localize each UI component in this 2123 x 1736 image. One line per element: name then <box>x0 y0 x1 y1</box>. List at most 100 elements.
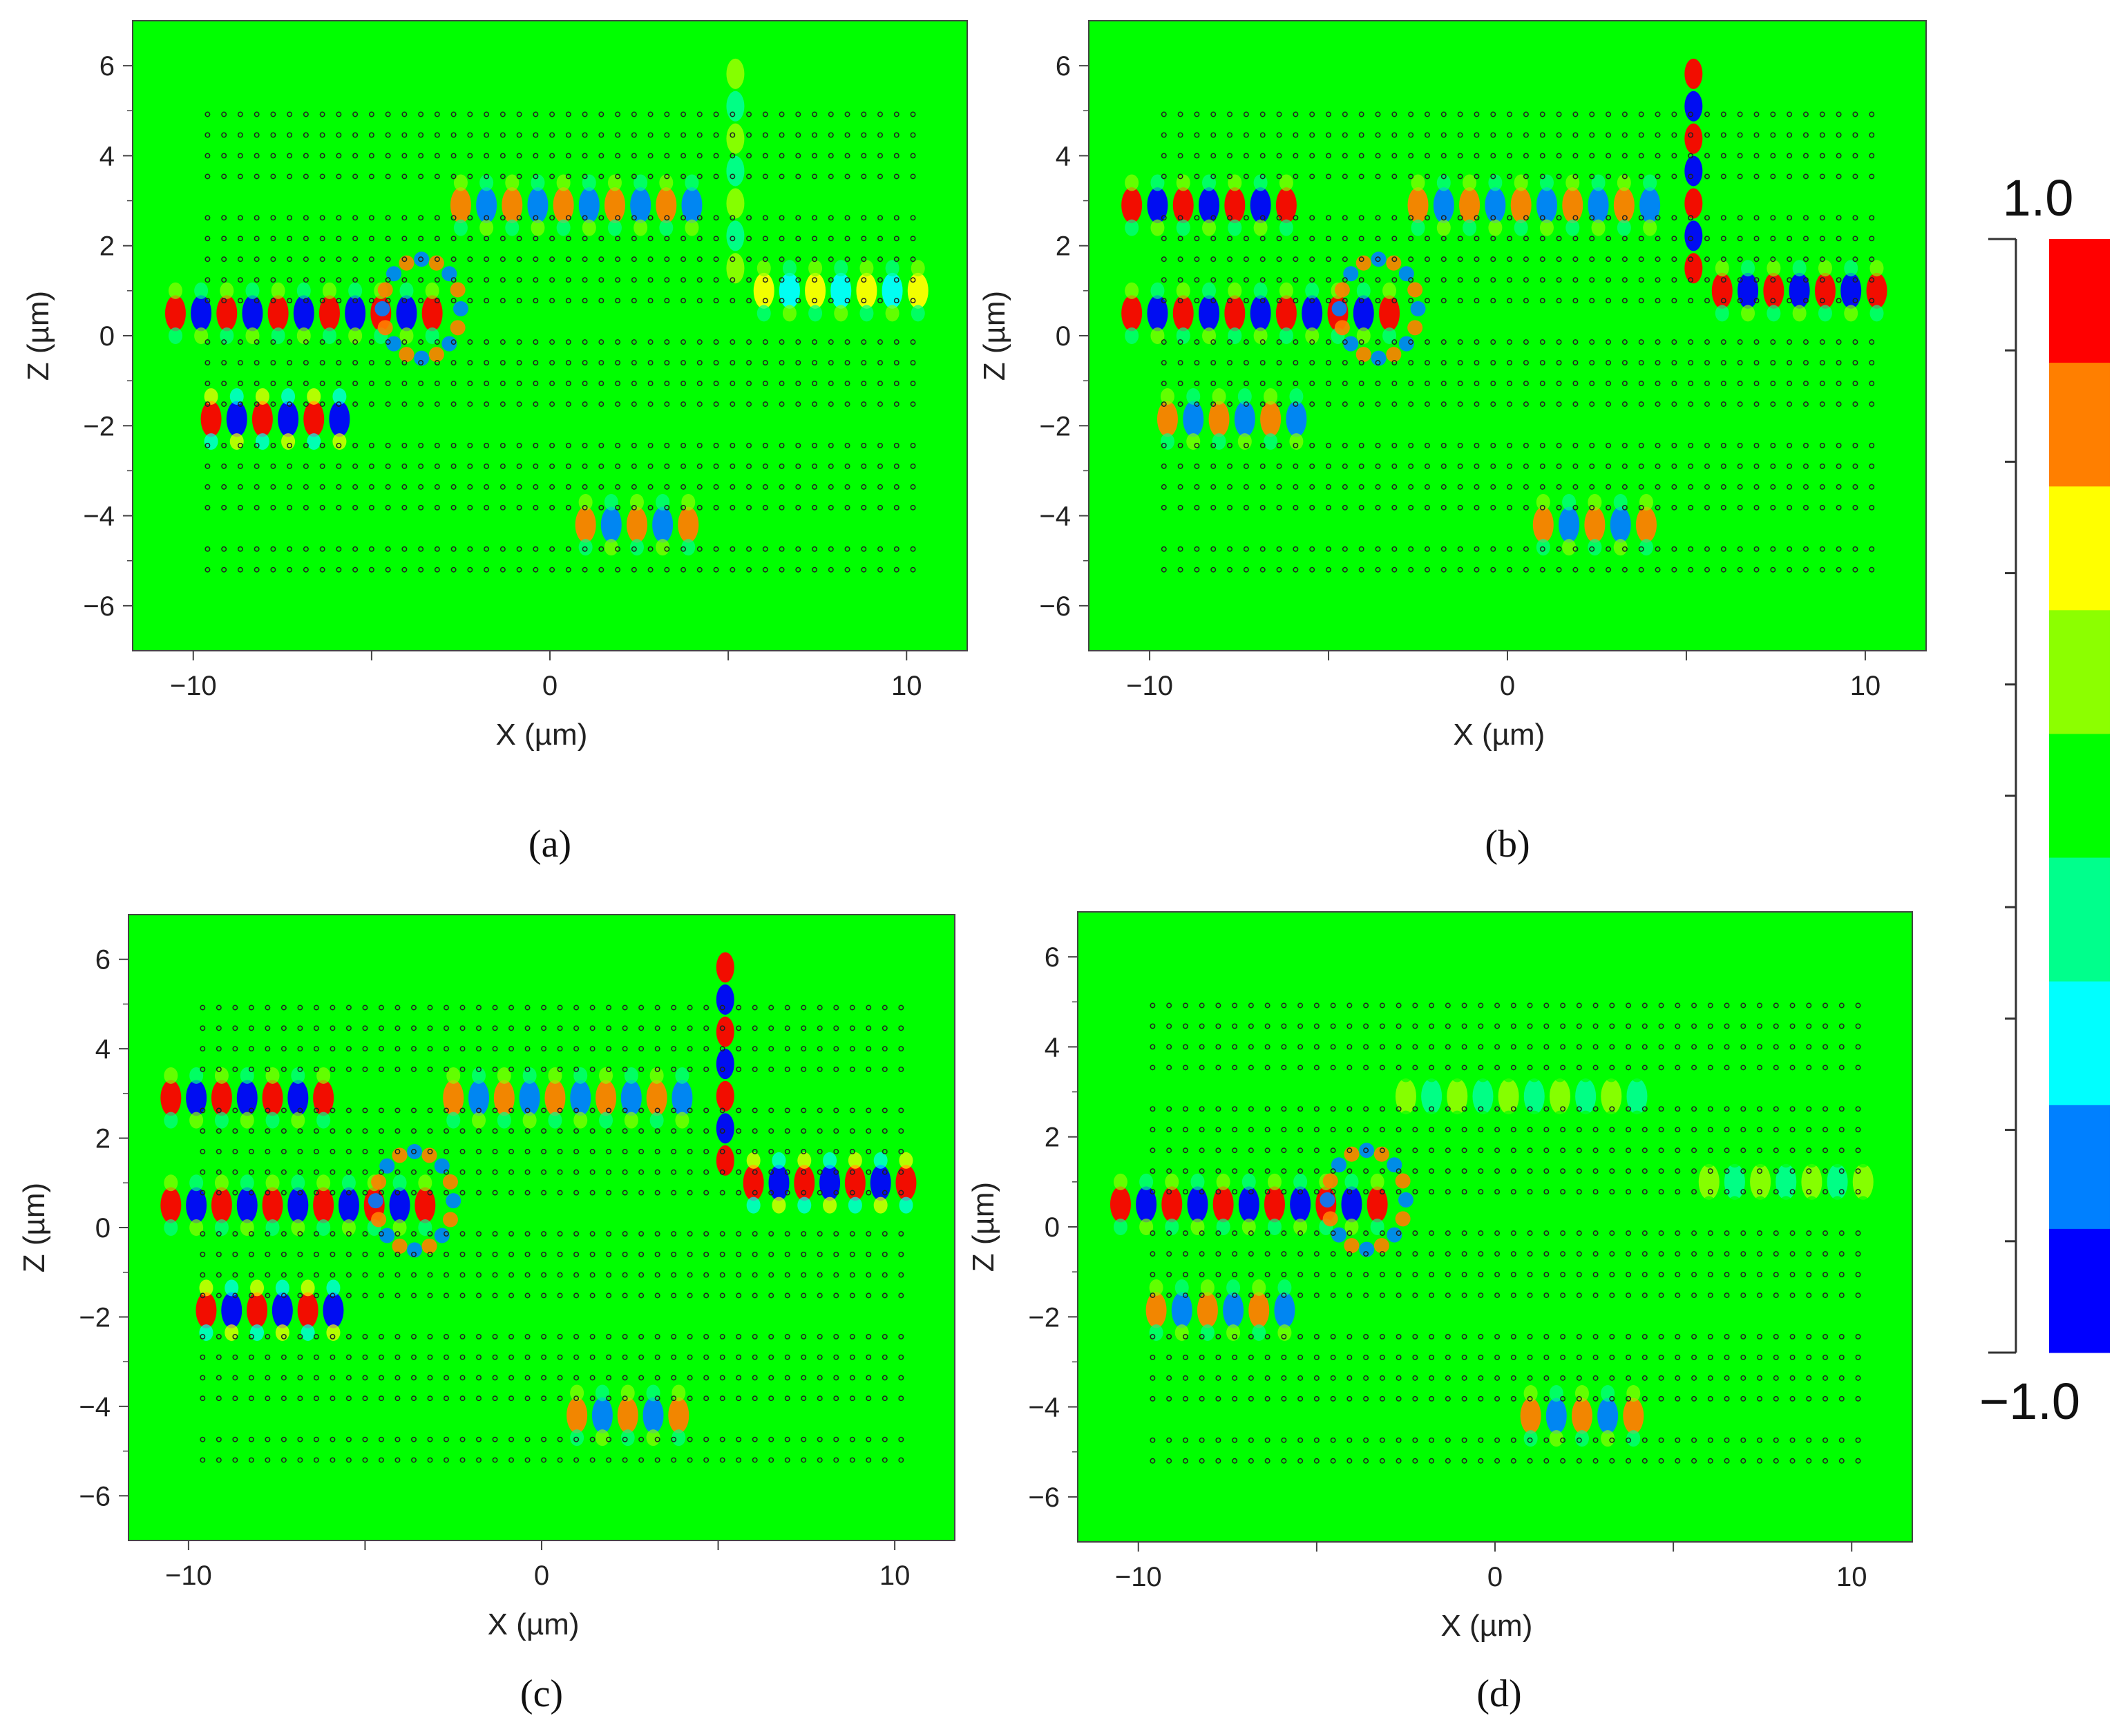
hole <box>703 1107 710 1114</box>
hole <box>736 1025 742 1031</box>
hole <box>492 1457 498 1463</box>
hole <box>237 401 243 407</box>
junction-lobe <box>1359 1241 1375 1257</box>
hole <box>1572 360 1579 366</box>
hole <box>1440 153 1447 159</box>
hole <box>1177 298 1183 304</box>
hole <box>345 1169 352 1175</box>
hole <box>1276 236 1282 242</box>
hole <box>368 298 374 304</box>
hole <box>687 1025 693 1031</box>
hole <box>216 1046 222 1052</box>
hole <box>1626 1333 1632 1339</box>
hole <box>1457 173 1463 180</box>
hole <box>671 1272 677 1278</box>
hole <box>1408 401 1414 407</box>
hole <box>1707 1272 1713 1278</box>
field-lobe <box>1172 295 1194 332</box>
hole <box>1740 1168 1746 1174</box>
hole <box>671 1375 677 1381</box>
hole <box>1494 1293 1501 1298</box>
hole <box>746 504 752 511</box>
hole <box>1326 111 1331 117</box>
field-lobe <box>1145 1292 1167 1328</box>
hole <box>1346 1230 1353 1237</box>
hole <box>582 111 588 117</box>
hole <box>1391 153 1398 159</box>
hole <box>265 1375 271 1381</box>
hole <box>861 132 867 138</box>
hole <box>1572 463 1579 469</box>
hole <box>1621 442 1628 448</box>
hole <box>1606 236 1612 242</box>
hole <box>719 1066 725 1072</box>
hole <box>1478 1395 1484 1402</box>
hole <box>910 401 916 407</box>
hole <box>1638 484 1644 490</box>
hole <box>1445 1251 1451 1257</box>
hole <box>549 111 555 117</box>
hole <box>270 566 276 573</box>
hole <box>877 173 883 180</box>
y-tick-label: −4 <box>79 1392 111 1422</box>
field-lobe <box>493 1080 515 1116</box>
hole <box>394 1251 401 1257</box>
hole <box>877 153 883 159</box>
hole <box>1494 1251 1501 1257</box>
field-side-lobe <box>1253 282 1268 299</box>
hole <box>200 1395 206 1402</box>
hole <box>459 1066 466 1072</box>
hole <box>450 463 457 469</box>
hole <box>533 111 539 117</box>
hole <box>533 484 539 490</box>
hole <box>1297 1065 1304 1071</box>
field-side-lobe <box>595 1384 609 1402</box>
hole <box>336 401 342 407</box>
y-axis-title: Z (µm) <box>978 291 1011 381</box>
field-side-lobe <box>1425 1065 1439 1082</box>
hole <box>1199 1458 1205 1464</box>
y-axis-title: Z (µm) <box>967 1182 1000 1272</box>
hole <box>444 1107 449 1114</box>
hole <box>1704 484 1710 490</box>
hole <box>589 1354 596 1360</box>
field-lobe <box>1684 123 1703 154</box>
hole <box>516 401 522 407</box>
hole <box>828 132 834 138</box>
hole <box>1429 1354 1435 1360</box>
hole <box>719 1395 725 1402</box>
hole <box>1177 173 1183 180</box>
hole <box>1740 1044 1746 1050</box>
hole <box>1248 1437 1254 1443</box>
field-side-lobe <box>604 494 618 511</box>
hole <box>654 1107 660 1114</box>
field-side-lobe <box>1398 1110 1413 1127</box>
hole <box>664 504 670 511</box>
hole <box>833 1231 839 1237</box>
hole <box>1671 236 1677 242</box>
hole <box>1523 298 1529 304</box>
hole <box>1161 173 1167 180</box>
hole <box>1688 442 1694 448</box>
hole <box>1425 173 1430 180</box>
field-side-lobe <box>271 282 285 299</box>
hole <box>1232 1189 1238 1195</box>
hole <box>606 1375 612 1381</box>
hole <box>736 1293 742 1299</box>
hole <box>893 132 899 138</box>
hole <box>1836 401 1842 407</box>
colorbar-max-label: 1.0 <box>2003 169 2074 227</box>
hole <box>385 173 391 180</box>
hole <box>313 1128 319 1134</box>
hole <box>1215 1458 1221 1464</box>
hole <box>866 1436 872 1442</box>
hole <box>1592 1002 1599 1009</box>
hole <box>270 442 276 448</box>
hole <box>1869 173 1875 180</box>
hole <box>248 1066 254 1072</box>
junction-lobe <box>442 1174 458 1190</box>
hole <box>1737 360 1743 366</box>
field-side-lobe <box>659 174 674 191</box>
hole <box>1445 1002 1451 1009</box>
hole <box>1707 1230 1713 1237</box>
